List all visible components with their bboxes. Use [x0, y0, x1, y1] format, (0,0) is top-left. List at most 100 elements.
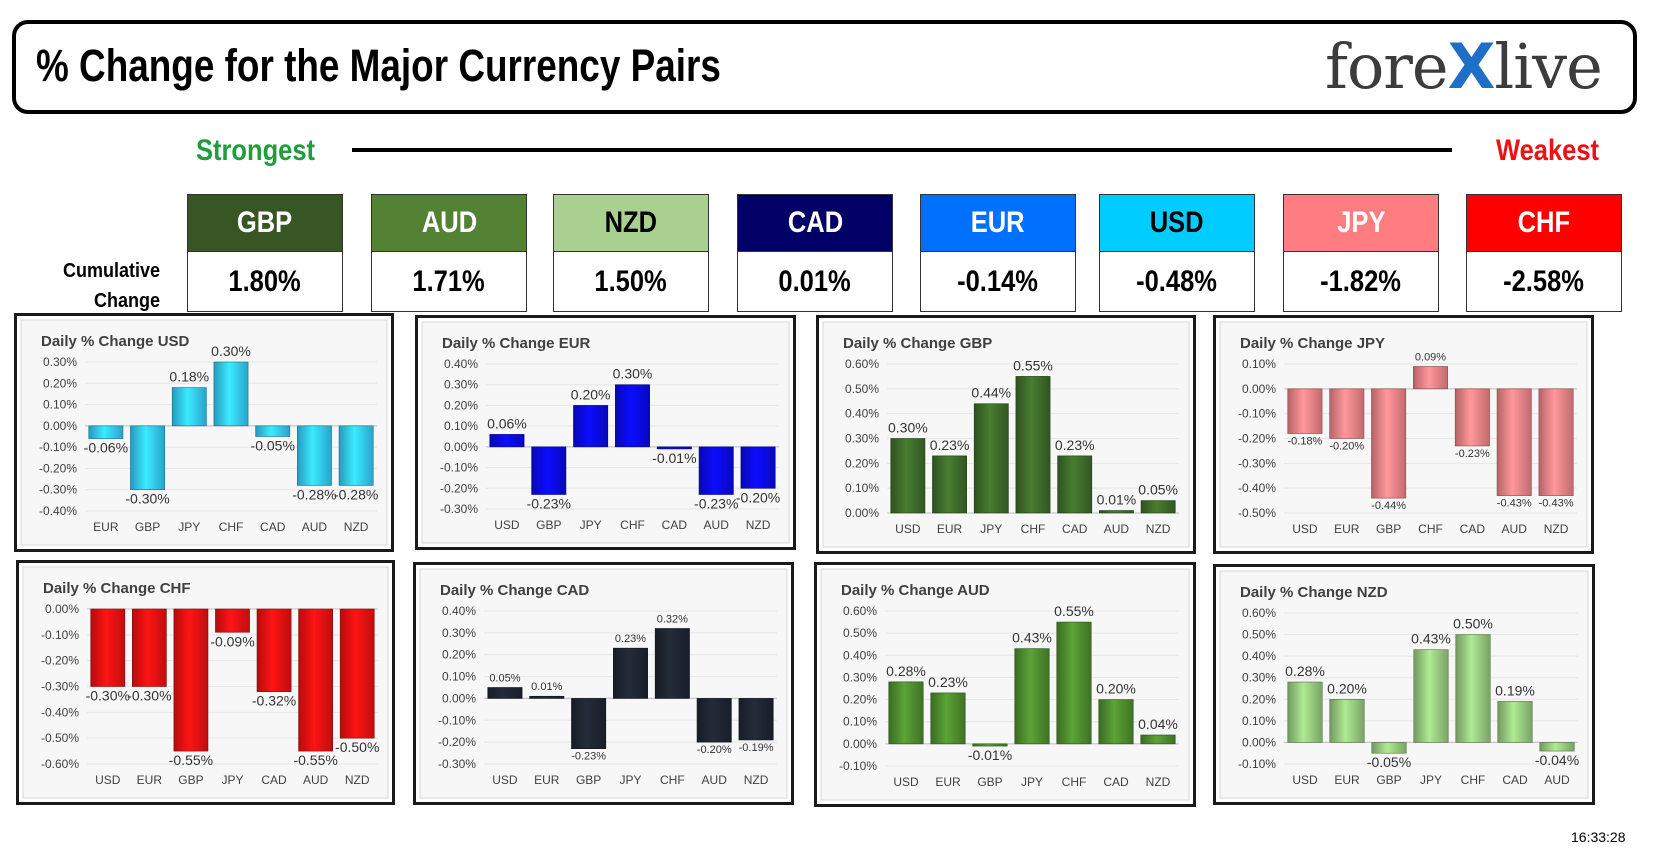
bar-cad	[1057, 455, 1093, 514]
data-label: -0.55%	[169, 752, 213, 768]
bar-usd	[888, 681, 924, 745]
y-tick-label: 0.20%	[1242, 692, 1276, 706]
x-tick-label: AUD	[1502, 522, 1528, 536]
page-title: % Change for the Major Currency Pairs	[36, 40, 721, 91]
currency-code-text: USD	[1150, 206, 1204, 239]
cumulative-change-text: -0.14%	[957, 265, 1039, 298]
data-label: -0.18%	[1287, 436, 1322, 448]
x-tick-label: CAD	[1062, 522, 1088, 536]
y-tick-label: -0.20%	[41, 654, 79, 668]
y-tick-label: 0.40%	[843, 648, 877, 662]
y-tick-label: -0.10%	[41, 628, 79, 642]
chart-panel-eur: Daily % Change EUR 0.40% 0.30% 0.20% 0.10% 0.…	[415, 315, 796, 550]
x-tick-label: GBP	[178, 773, 203, 787]
data-label: -0.30%	[125, 491, 169, 507]
x-tick-label: CAD	[1103, 775, 1129, 789]
data-label: 0.09%	[1415, 351, 1446, 363]
cumulative-change-text: -0.48%	[1136, 265, 1218, 298]
chart-area	[820, 568, 1190, 801]
y-tick-label: -0.30%	[1238, 456, 1276, 470]
x-tick-label: AUD	[1544, 773, 1570, 787]
y-tick-label: -0.20%	[1238, 432, 1276, 446]
y-tick-label: 0.60%	[843, 604, 877, 618]
y-tick-label: 0.00%	[1242, 382, 1276, 396]
data-label: 0.05%	[1138, 482, 1178, 498]
y-tick-label: 0.00%	[45, 602, 79, 616]
bar-cad	[255, 425, 291, 437]
chart-gbp: Daily % Change GBP0.60%0.50%0.40%0.30%0.…	[822, 321, 1190, 548]
x-tick-label: GBP	[1376, 522, 1401, 536]
data-label: 0.05%	[489, 673, 520, 685]
bar-chf	[1056, 621, 1092, 745]
chart-title: Daily % Change USD	[41, 333, 190, 350]
chart-title: Daily % Change CHF	[43, 580, 191, 597]
cumulative-change-value: -2.58%	[1467, 252, 1621, 312]
bar-nzd	[1140, 500, 1176, 514]
y-tick-label: 0.40%	[442, 604, 476, 618]
data-label: -0.20%	[697, 744, 732, 756]
currency-code: JPY	[1284, 195, 1438, 252]
data-label: 0.19%	[1495, 682, 1535, 698]
y-tick-label: -0.30%	[438, 757, 476, 771]
bar-usd	[90, 608, 126, 687]
data-label: -0.28%	[334, 486, 378, 502]
x-tick-label: EUR	[534, 773, 560, 787]
x-tick-label: CAD	[1502, 773, 1528, 787]
chart-panel-usd: Daily % Change USD 0.30% 0.20% 0.10% 0.00% -0…	[14, 313, 394, 552]
bar-gbp	[1371, 388, 1407, 499]
chart-title: Daily % Change EUR	[442, 335, 591, 352]
currency-box-aud: AUD 1.71%	[371, 194, 527, 312]
currency-code: CHF	[1467, 195, 1621, 252]
y-tick-label: 0.00%	[843, 737, 877, 751]
x-tick-label: NZD	[1544, 522, 1569, 536]
chart-title: Daily % Change JPY	[1240, 335, 1385, 352]
x-tick-label: EUR	[1334, 773, 1360, 787]
cumulative-change-value: -0.48%	[1100, 252, 1254, 312]
data-label: -0.30%	[86, 688, 130, 704]
bar-jpy	[1413, 649, 1449, 743]
bar-jpy	[613, 647, 648, 699]
bar-chf	[213, 361, 249, 427]
x-tick-label: AUD	[704, 518, 730, 532]
currency-code: NZD	[554, 195, 708, 252]
x-tick-label: CHF	[1418, 522, 1443, 536]
y-tick-label: 0.60%	[845, 357, 879, 371]
bar-usd	[890, 438, 926, 514]
bar-nzd	[1140, 734, 1176, 745]
y-tick-label: 0.00%	[1242, 735, 1276, 749]
x-tick-label: JPY	[1420, 773, 1442, 787]
x-tick-label: NZD	[744, 773, 769, 787]
bar-jpy	[973, 403, 1009, 514]
title-box	[12, 20, 1637, 114]
x-tick-label: GBP	[576, 773, 601, 787]
x-tick-label: AUD	[702, 773, 728, 787]
y-tick-label: -0.10%	[39, 440, 77, 454]
bar-jpy	[215, 608, 250, 633]
data-label: -0.55%	[293, 752, 337, 768]
timestamp: 16:33:28	[1571, 829, 1626, 845]
x-tick-label: CHF	[1021, 522, 1046, 536]
x-tick-label: NZD	[1146, 522, 1171, 536]
data-label: -0.50%	[335, 739, 379, 755]
data-label: -0.20%	[736, 489, 780, 505]
weakest-label: Weakest	[1496, 134, 1600, 167]
data-label: 0.18%	[169, 369, 209, 385]
x-tick-label: USD	[893, 775, 919, 789]
y-tick-label: 0.00%	[444, 440, 478, 454]
x-tick-label: USD	[1292, 773, 1318, 787]
bar-jpy	[573, 405, 609, 448]
chart-nzd: Daily % Change NZD 0.60% 0.50% 0.40% 0.30% 0.…	[1219, 570, 1589, 799]
data-label: -0.30%	[127, 688, 171, 704]
bar-chf	[1413, 366, 1448, 390]
cumulative-label-line2: Change	[93, 290, 160, 312]
chart-usd: Daily % Change USD 0.30% 0.20% 0.10% 0.00% -0…	[20, 319, 388, 546]
y-tick-label: 0.10%	[845, 481, 879, 495]
strongest-label: Strongest	[196, 134, 316, 167]
currency-box-cad: CAD 0.01%	[737, 194, 893, 312]
data-label: -0.04%	[1535, 752, 1579, 768]
x-tick-label: CHF	[1062, 775, 1087, 789]
y-tick-label: -0.50%	[41, 731, 79, 745]
data-label: 0.01%	[1097, 492, 1137, 508]
x-tick-label: JPY	[221, 773, 243, 787]
logo-x-icon: X	[1447, 30, 1496, 103]
